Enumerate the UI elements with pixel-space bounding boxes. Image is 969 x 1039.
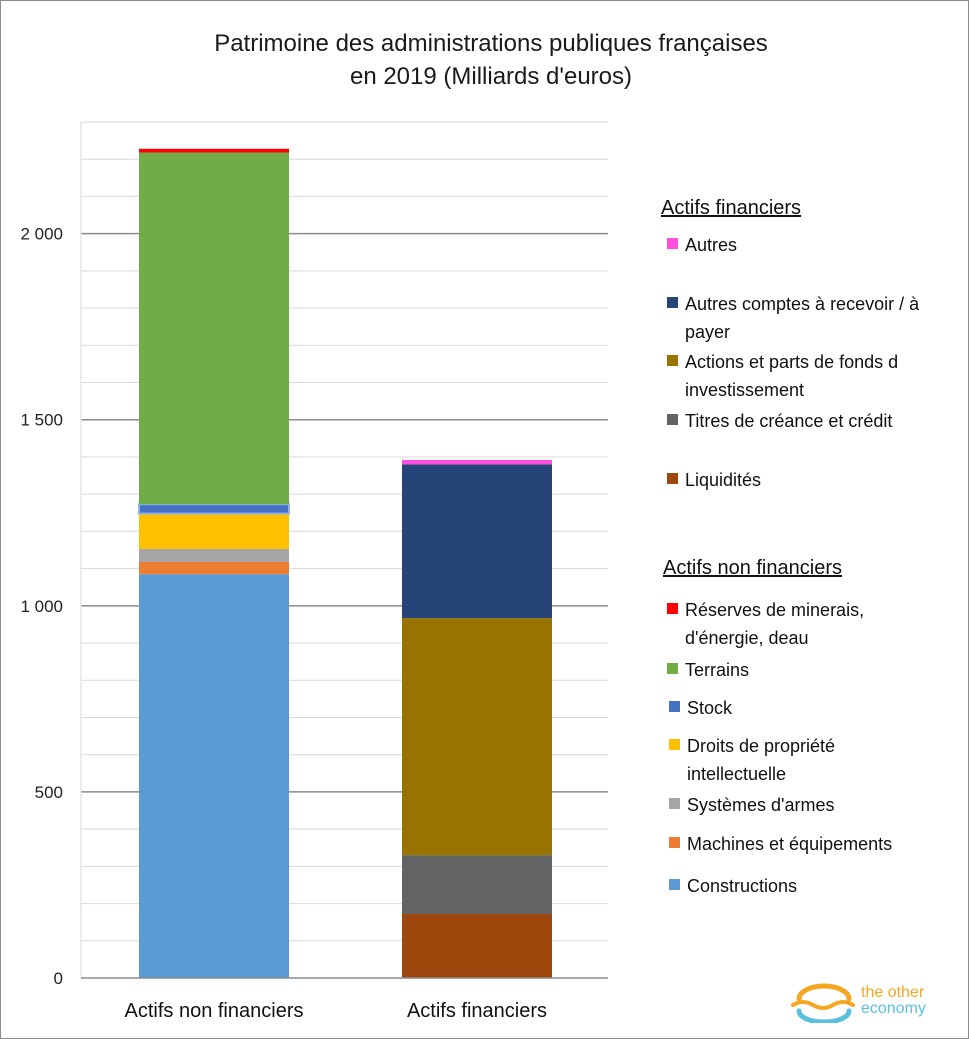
bar-segment — [139, 513, 289, 549]
bar-segment — [402, 464, 552, 619]
legend-swatch — [667, 297, 678, 308]
chart-title-line-1: Patrimoine des administrations publiques… — [214, 30, 768, 57]
legend-label: Autres — [685, 235, 738, 255]
legend-swatch — [669, 879, 680, 890]
legend-swatch — [669, 798, 680, 809]
legend-swatch — [667, 603, 678, 614]
chart-title: Patrimoine des administrations publiques… — [101, 27, 881, 93]
legend-item: Systèmes d'armes — [665, 791, 965, 819]
legend-swatch — [667, 355, 678, 366]
legend-swatch — [667, 238, 678, 249]
bar-segment — [139, 574, 289, 978]
legend-label: Liquidités — [685, 470, 762, 490]
legend-label: Machines et équipements — [687, 834, 893, 854]
legend-heading-financial: Actifs financiers — [661, 197, 802, 219]
legend-item: Machines et équipements — [665, 830, 965, 858]
legend-heading-nonfinancial: Actifs non financiers — [663, 557, 842, 579]
bar-segment — [139, 548, 289, 562]
legend-label: Titres de créance et crédit — [685, 411, 893, 431]
legend-item: Autres — [663, 231, 963, 259]
bar-segment — [139, 152, 289, 505]
x-category-label: Actifs financiers — [407, 1000, 547, 1022]
legend-item: Droits de propriété intellectuelle — [665, 732, 905, 788]
bar-segment — [138, 503, 290, 515]
y-tick-label: 1 500 — [20, 411, 63, 430]
legend-item: Liquidités — [663, 466, 963, 494]
bar-segment — [402, 459, 552, 465]
chart-title-line-2: en 2019 (Milliards d'euros) — [349, 63, 633, 90]
legend-item: Stock — [665, 694, 965, 722]
y-tick-label: 1 000 — [20, 597, 63, 616]
y-tick-label: 500 — [35, 783, 63, 802]
legend-swatch — [667, 663, 678, 674]
legend-label: Actions et parts de fonds d investisseme… — [685, 352, 899, 400]
legend-label: Autres comptes à recevoir / à payer — [685, 294, 920, 342]
legend-swatch — [669, 837, 680, 848]
legend-label: Constructions — [687, 876, 798, 896]
logo-text-line-1: the other — [861, 984, 925, 1001]
legend-item: Terrains — [663, 656, 963, 684]
legend-swatch — [667, 414, 678, 425]
legend-item: Constructions — [665, 872, 965, 900]
bar-segment — [402, 913, 552, 978]
legend-swatch — [669, 701, 680, 712]
legend-item: Actions et parts de fonds d investisseme… — [663, 348, 963, 404]
legend-label: Stock — [687, 698, 733, 718]
legend-label: Droits de propriété intellectuelle — [687, 736, 836, 784]
logo-text-line-2: economy — [861, 1000, 926, 1017]
x-axis-category-labels: Actifs non financiers Actifs financiers — [125, 1000, 548, 1022]
legend-swatch — [667, 473, 678, 484]
logo-icon — [791, 983, 855, 1025]
chart-bars — [138, 148, 552, 978]
y-axis-tick-labels: 0 500 1 000 1 500 2 000 — [20, 225, 63, 988]
legend-label: Terrains — [685, 660, 750, 680]
bar-segment — [402, 618, 552, 856]
x-category-label: Actifs non financiers — [125, 1000, 304, 1022]
logo-text: the other economy — [861, 985, 926, 1017]
legend-label: Systèmes d'armes — [687, 795, 835, 815]
legend-item: Autres comptes à recevoir / à payer — [663, 290, 963, 346]
legend-label: Réserves de minerais, d'énergie, deau — [685, 600, 865, 648]
bar-segment — [139, 561, 289, 575]
bar-segment — [402, 855, 552, 914]
y-tick-label: 0 — [54, 969, 63, 988]
legend-swatch — [669, 739, 680, 750]
legend-item: Réserves de minerais, d'énergie, deau — [663, 596, 903, 652]
the-other-economy-logo: the other economy — [791, 981, 951, 1026]
legend-item: Titres de créance et crédit — [663, 407, 963, 435]
bar-segment — [139, 148, 289, 153]
y-tick-label: 2 000 — [20, 225, 63, 244]
